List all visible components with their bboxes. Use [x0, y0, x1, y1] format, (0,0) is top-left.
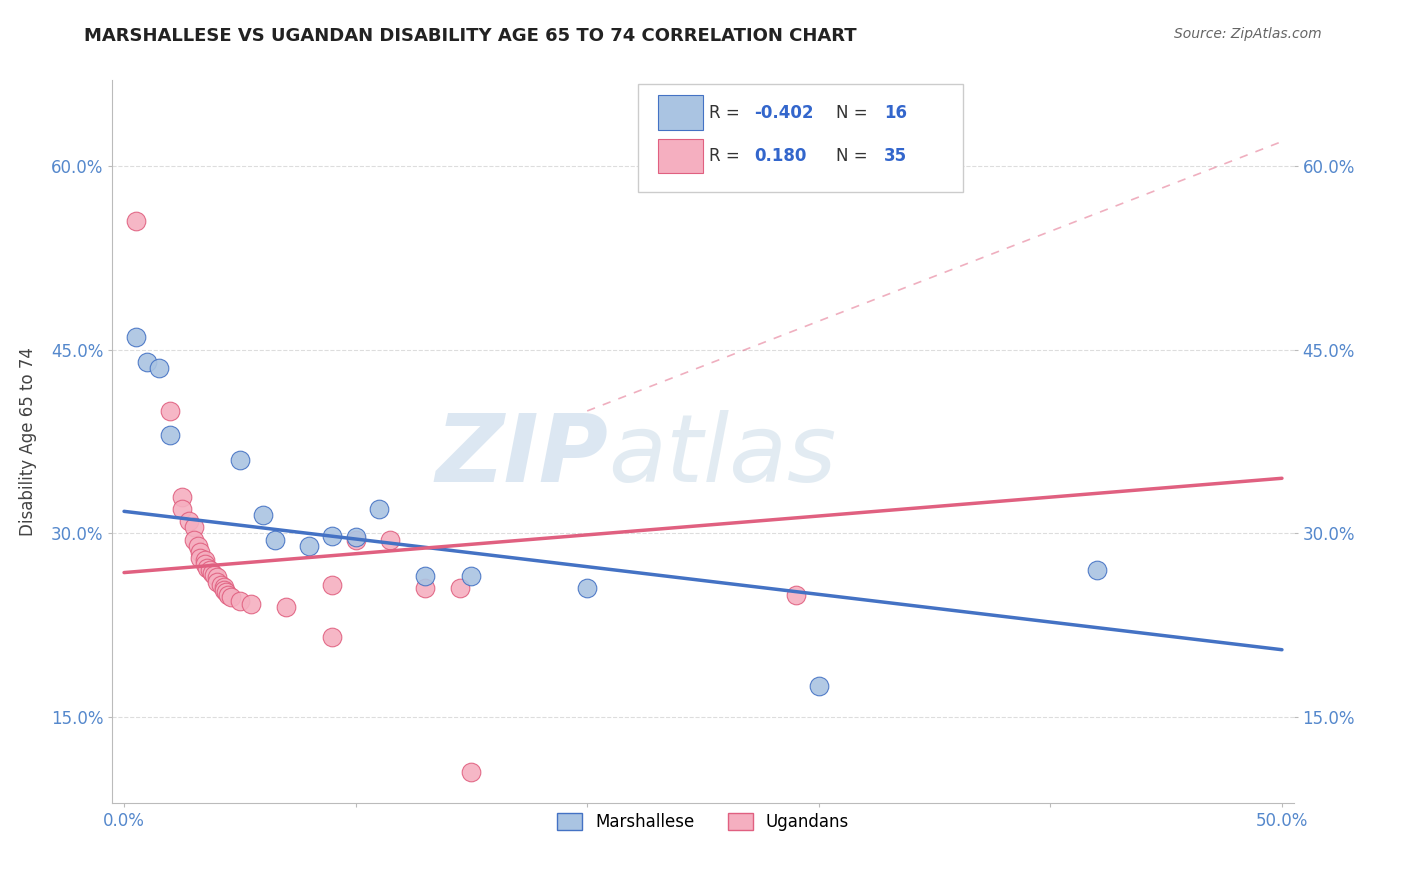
Text: atlas: atlas [609, 410, 837, 501]
Text: R =: R = [709, 147, 745, 165]
Point [321, 529, 343, 543]
Text: ZIP: ZIP [436, 410, 609, 502]
Point [124, 214, 146, 228]
Text: 35: 35 [884, 147, 907, 165]
Point [785, 588, 807, 602]
Point [198, 563, 221, 577]
Point [201, 566, 224, 580]
Point [194, 557, 217, 571]
Point [229, 593, 252, 607]
Text: N =: N = [837, 103, 873, 122]
Point [170, 502, 193, 516]
Point [215, 585, 238, 599]
Point [413, 569, 436, 583]
FancyBboxPatch shape [658, 95, 703, 130]
Point [344, 533, 367, 547]
Point [380, 533, 402, 547]
Point [205, 570, 228, 584]
Point [1085, 563, 1108, 577]
Point [219, 590, 242, 604]
Point [460, 569, 482, 583]
Point [212, 580, 235, 594]
Point [413, 582, 436, 596]
Point [202, 568, 225, 582]
Text: R =: R = [709, 103, 745, 122]
Point [212, 582, 235, 597]
Text: N =: N = [837, 147, 873, 165]
Point [183, 533, 205, 547]
Point [240, 598, 263, 612]
Point [576, 582, 599, 596]
Text: Source: ZipAtlas.com: Source: ZipAtlas.com [1174, 27, 1322, 41]
Point [190, 550, 212, 565]
Point [124, 330, 146, 344]
Point [205, 575, 228, 590]
Point [449, 582, 471, 596]
Point [177, 514, 200, 528]
FancyBboxPatch shape [638, 84, 963, 193]
Point [344, 530, 367, 544]
Point [209, 578, 232, 592]
Point [159, 404, 181, 418]
Point [190, 545, 212, 559]
Text: MARSHALLESE VS UGANDAN DISABILITY AGE 65 TO 74 CORRELATION CHART: MARSHALLESE VS UGANDAN DISABILITY AGE 65… [84, 27, 858, 45]
Point [276, 599, 298, 614]
Point [159, 428, 181, 442]
Point [187, 539, 209, 553]
Point [148, 361, 170, 376]
Text: -0.402: -0.402 [754, 103, 813, 122]
Point [229, 453, 252, 467]
Point [197, 560, 219, 574]
Point [217, 588, 239, 602]
Point [194, 553, 217, 567]
Text: 16: 16 [884, 103, 907, 122]
Point [460, 765, 482, 780]
Point [136, 355, 159, 369]
Point [807, 680, 830, 694]
Point [183, 520, 205, 534]
Y-axis label: Disability Age 65 to 74: Disability Age 65 to 74 [20, 347, 37, 536]
Point [321, 631, 343, 645]
Point [321, 578, 343, 592]
Point [298, 539, 321, 553]
Point [367, 502, 389, 516]
Point [263, 533, 285, 547]
FancyBboxPatch shape [658, 139, 703, 173]
Legend: Marshallese, Ugandans: Marshallese, Ugandans [550, 806, 856, 838]
Text: 0.180: 0.180 [754, 147, 806, 165]
Point [252, 508, 274, 522]
Point [170, 490, 193, 504]
